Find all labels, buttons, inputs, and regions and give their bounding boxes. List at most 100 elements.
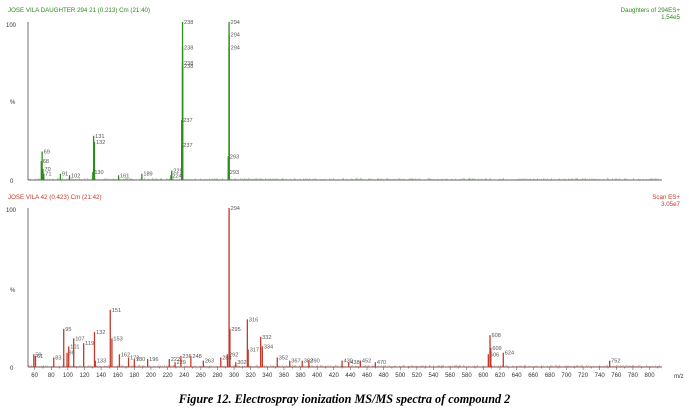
top-y-tick-100: 100 <box>6 23 17 29</box>
x-tick-label: 300 <box>229 373 240 379</box>
top-peak-label: 71 <box>45 172 51 178</box>
top-peak-label: 237 <box>183 143 192 149</box>
bottom-peak-label: 95 <box>65 327 71 333</box>
x-tick-label: 660 <box>528 373 539 379</box>
x-tick-label: 380 <box>296 373 307 379</box>
bottom-peak-label: 390 <box>310 359 319 365</box>
x-tick-label: 140 <box>96 373 107 379</box>
top-peak-label: 68 <box>43 159 49 165</box>
bottom-peak-label: 133 <box>97 359 106 365</box>
top-peak-label: 238 <box>184 61 193 67</box>
top-peak-label: 294 <box>231 20 240 26</box>
x-tick-label: 120 <box>79 373 90 379</box>
top-peak-label: 161 <box>120 173 129 179</box>
x-tick-label: 280 <box>212 373 223 379</box>
bottom-peak-label: 334 <box>264 344 273 350</box>
bottom-peak-label: 430 <box>344 359 353 365</box>
x-tick-label: 400 <box>312 373 323 379</box>
bottom-x-axis-label: m/z <box>674 374 684 380</box>
bottom-peak-label: 292 <box>229 352 238 358</box>
bottom-peak-label: 752 <box>611 359 620 365</box>
bottom-y-tick-percent: % <box>10 288 16 294</box>
bottom-peak-label: 180 <box>136 357 145 363</box>
bottom-peak-label: 83 <box>55 355 61 361</box>
bottom-peak-label: 438 <box>350 360 359 366</box>
bottom-panel-title: JOSE VILA 42 (0.423) Cm (21:42) <box>8 194 102 201</box>
x-tick-label: 720 <box>578 373 589 379</box>
top-peak-label: 294 <box>231 33 240 39</box>
bottom-peak-label: 470 <box>377 360 386 366</box>
bottom-peak-label: 153 <box>113 336 122 342</box>
top-panel-intensity: 1.54e5 <box>661 14 680 21</box>
top-panel-mode: Daughters of 294ES+ <box>621 7 681 14</box>
x-tick-label: 540 <box>428 373 439 379</box>
bottom-peak-label: 316 <box>249 317 258 323</box>
bottom-peak-label: 162 <box>121 352 130 358</box>
top-peak-label: 102 <box>71 173 80 179</box>
bottom-peak-label: 173 <box>130 355 139 361</box>
bottom-peak-label: 196 <box>149 357 158 363</box>
bottom-x-ticks: 60 80 100 120 140 160 180 200 220 240 260 280 300 320… <box>31 367 659 379</box>
bottom-peak-label: 352 <box>279 355 288 361</box>
top-peak-label: 91 <box>62 172 68 178</box>
top-axes <box>27 22 662 181</box>
x-tick-label: 100 <box>63 373 74 379</box>
top-peak-label: 238 <box>184 20 193 26</box>
top-peak-label: 69 <box>44 150 50 156</box>
bottom-peak-label: 302 <box>237 360 246 366</box>
x-tick-label: 180 <box>129 373 140 379</box>
top-peaks: 102 161 224 71 91 189 130 293 225 70 68 293 69 237 132… <box>40 20 240 180</box>
bottom-peak-label: 608 <box>491 333 500 339</box>
x-tick-label: 800 <box>645 373 656 379</box>
bottom-peak-label: 99 <box>69 351 75 357</box>
top-peak-label: 132 <box>96 140 105 146</box>
bottom-peak-label: 295 <box>231 327 240 333</box>
x-tick-label: 760 <box>611 373 622 379</box>
bottom-panel-intensity: 3.05e7 <box>661 201 680 208</box>
x-tick-label: 780 <box>628 373 639 379</box>
top-y-tick-percent: % <box>10 100 16 106</box>
x-tick-label: 680 <box>545 373 556 379</box>
bottom-y-tick-100: 100 <box>6 208 17 214</box>
top-peak-label: 225 <box>173 169 182 175</box>
x-tick-label: 520 <box>412 373 423 379</box>
bottom-panel-mode: Scan ES+ <box>652 194 680 201</box>
x-tick-label: 560 <box>445 373 456 379</box>
x-tick-label: 600 <box>478 373 489 379</box>
bottom-axes <box>27 208 662 368</box>
x-tick-label: 700 <box>561 373 572 379</box>
x-tick-label: 580 <box>462 373 473 379</box>
bottom-peak-label: 248 <box>192 354 201 360</box>
top-noise-baseline <box>28 177 662 180</box>
figure-caption: Figure 12. Electrospray ionization MS/MS… <box>178 392 511 406</box>
top-peak-label: 224 <box>172 173 181 179</box>
top-peak-label: 131 <box>95 134 104 140</box>
x-tick-label: 60 <box>31 373 38 379</box>
bottom-noise-baseline <box>28 364 662 367</box>
top-peak-label: 294 <box>231 45 240 51</box>
bottom-peak-label: 132 <box>96 330 105 336</box>
top-peak-label: 70 <box>44 167 50 173</box>
x-tick-label: 440 <box>345 373 356 379</box>
x-tick-label: 360 <box>279 373 290 379</box>
x-tick-label: 640 <box>512 373 523 379</box>
top-peak-label: 293 <box>230 154 239 160</box>
bottom-peak-label: 452 <box>362 359 371 365</box>
x-tick-label: 160 <box>113 373 124 379</box>
x-tick-label: 420 <box>329 373 340 379</box>
bottom-peak-label: 317 <box>250 348 259 354</box>
x-tick-label: 620 <box>495 373 506 379</box>
top-peak-label: 189 <box>143 172 152 178</box>
bottom-peak-label: 367 <box>291 359 300 365</box>
bottom-peak-label: 222 <box>171 357 180 363</box>
bottom-y-tick-0: 0 <box>10 366 14 372</box>
bottom-peak-label: 151 <box>112 308 121 314</box>
x-tick-label: 500 <box>395 373 406 379</box>
x-tick-label: 460 <box>362 373 373 379</box>
bottom-peak-label: 606 <box>490 352 499 358</box>
top-peak-label: 293 <box>230 170 239 176</box>
bottom-peak-label: 101 <box>70 344 79 350</box>
x-tick-label: 240 <box>179 373 190 379</box>
top-peak-label: 237 <box>183 118 192 124</box>
x-tick-label: 80 <box>48 373 55 379</box>
